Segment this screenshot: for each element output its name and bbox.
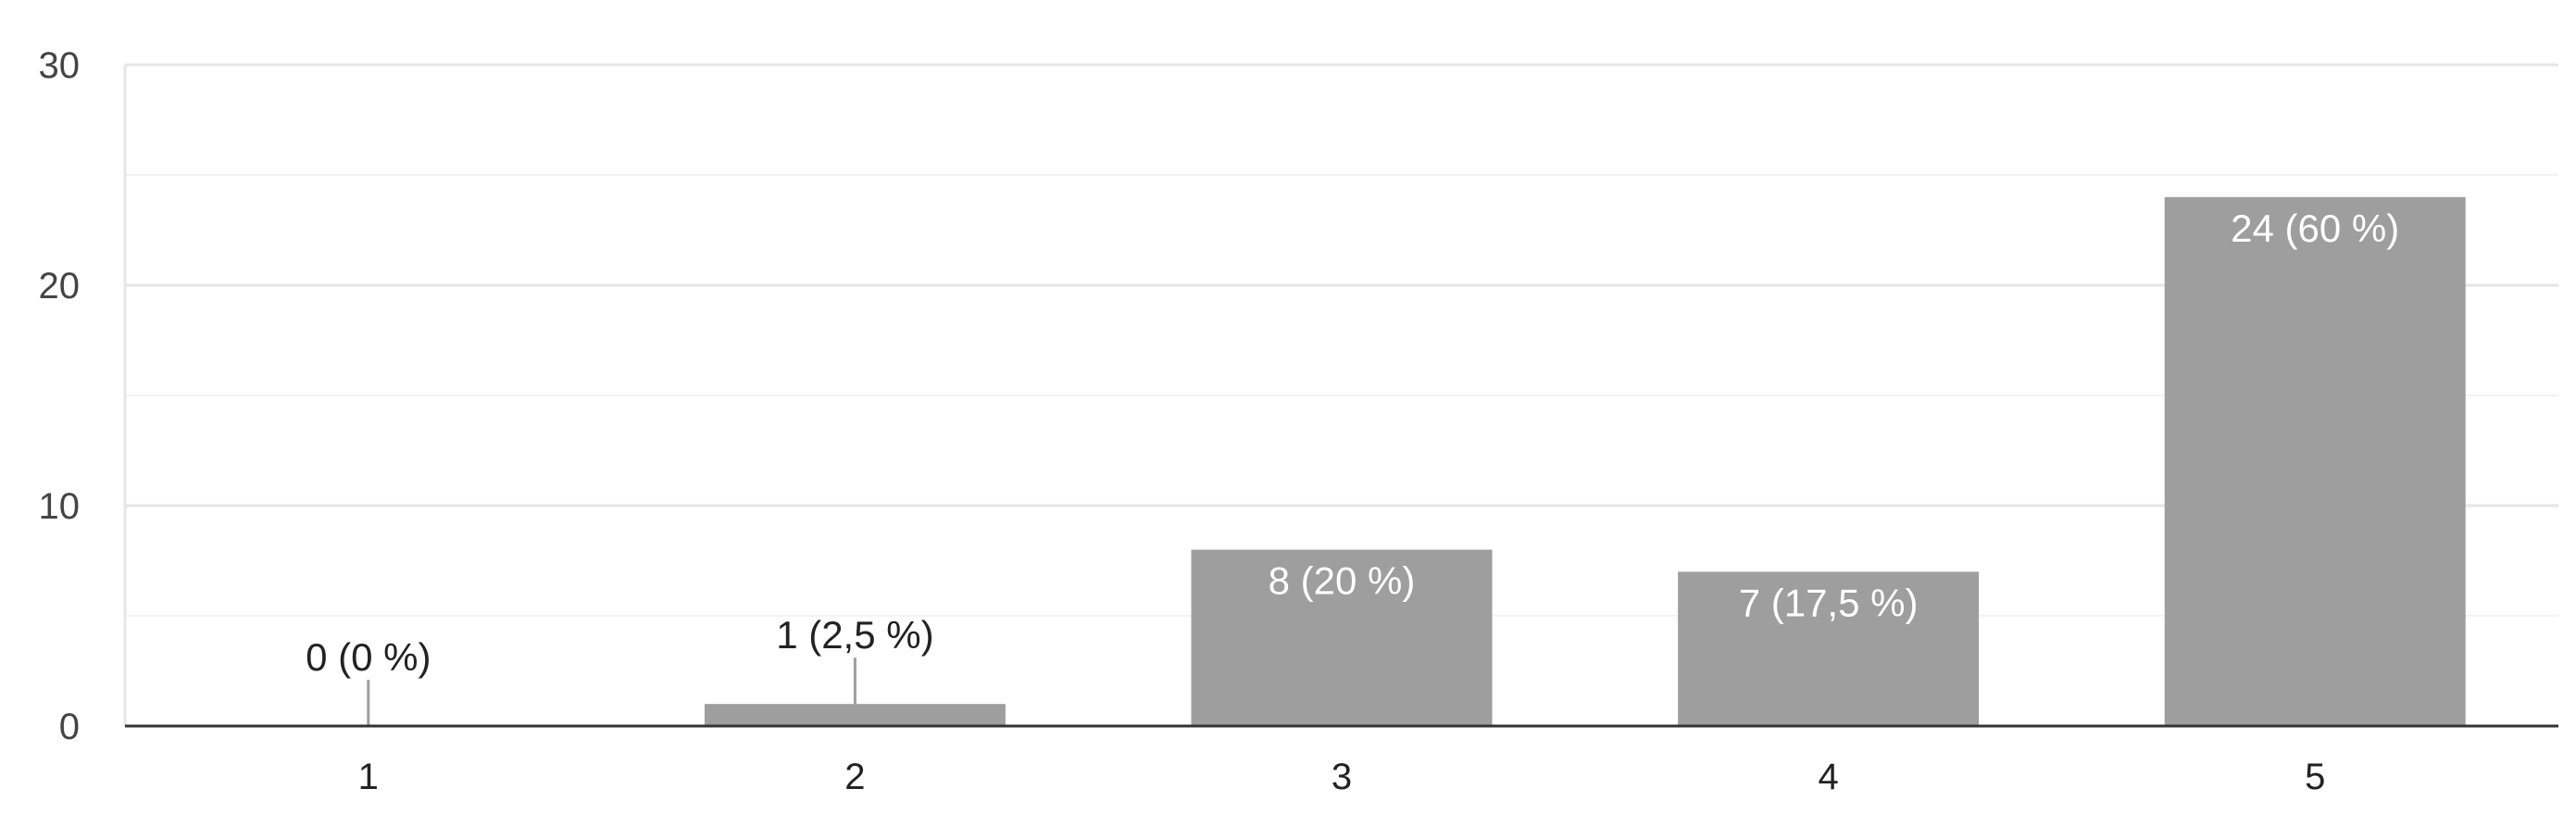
data-label: 7 (17,5 %) [1739, 581, 1919, 624]
x-tick-label: 2 [844, 757, 865, 797]
data-labels: 0 (0 %) 1 (2,5 %) 8 (20 %) 7 (17,5 %) 24 (60… [306, 207, 2399, 726]
x-tick-label: 4 [1818, 757, 1838, 797]
data-label: 8 (20 %) [1269, 559, 1416, 603]
y-tick-label: 0 [59, 707, 80, 747]
gridlines [123, 63, 2558, 726]
bar [1191, 549, 1493, 726]
data-label: 0 (0 %) [306, 635, 431, 679]
bar [1678, 571, 1980, 726]
data-label: 1 (2,5 %) [776, 613, 933, 657]
y-tick-label: 10 [39, 486, 81, 527]
data-label: 24 (60 %) [2231, 207, 2399, 250]
x-tick-label: 1 [358, 757, 379, 797]
bar [704, 704, 1006, 726]
y-axis: 0 10 20 30 [39, 45, 81, 747]
bar [2164, 196, 2466, 727]
y-tick-label: 20 [39, 266, 81, 307]
y-tick-label: 30 [39, 45, 81, 86]
x-axis: 1 2 3 4 5 [125, 724, 2558, 797]
x-tick-label: 3 [1332, 757, 1352, 797]
x-tick-label: 5 [2305, 757, 2325, 797]
bars [704, 196, 2466, 727]
